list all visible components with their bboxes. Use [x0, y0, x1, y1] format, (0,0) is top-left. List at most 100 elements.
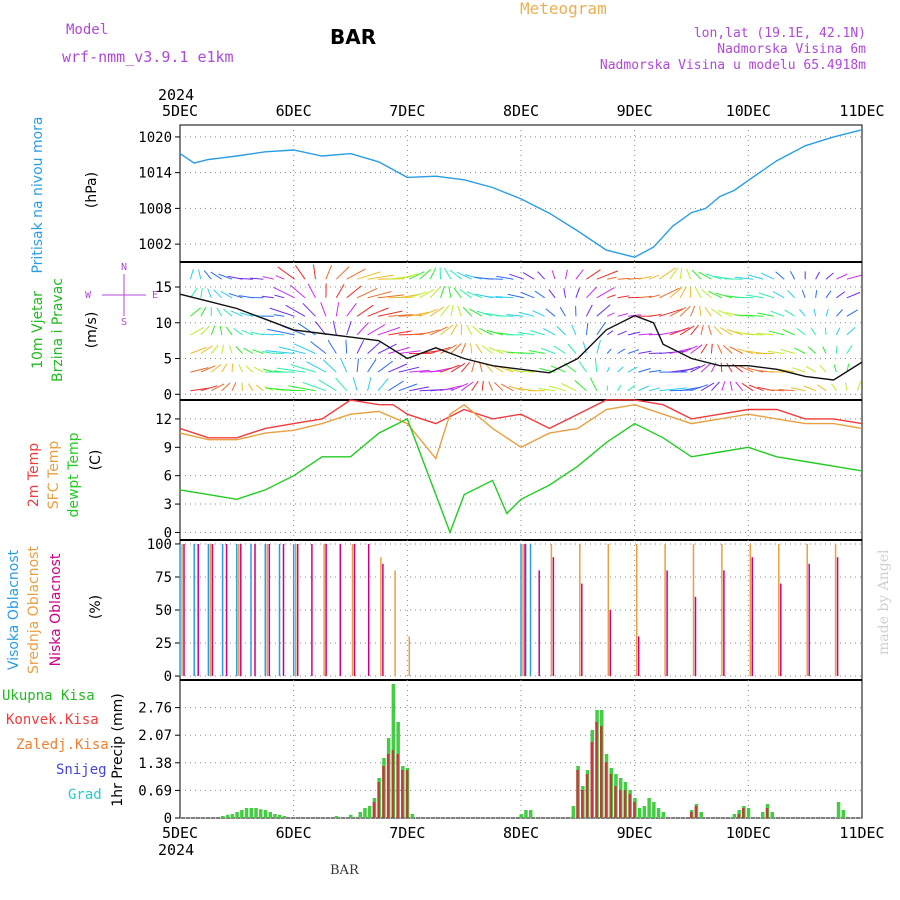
wind-arrow — [701, 289, 712, 299]
precip-conv-bar — [694, 806, 698, 818]
wind-arrow — [261, 295, 274, 299]
temp-sfc-line — [179, 403, 863, 461]
wind-arrow — [356, 339, 365, 354]
wind-arrow — [335, 377, 348, 392]
wind-arrow — [596, 321, 606, 336]
wind-arrow — [429, 306, 445, 317]
wind-arrow — [440, 324, 454, 336]
wind-arrow — [690, 384, 709, 392]
wind-arrow — [810, 327, 817, 336]
wind-arrow — [200, 325, 210, 336]
wind-arrow — [582, 341, 587, 354]
wind-arrow — [200, 288, 203, 298]
wind-arrow — [495, 296, 514, 299]
panel-grids — [175, 125, 862, 819]
precip-conv-bar — [765, 808, 769, 818]
wind-arrow — [460, 342, 467, 354]
precip-conv-bar — [609, 774, 612, 818]
bottom-tick-5DEC: 5DEC — [162, 824, 198, 842]
wind-arrow — [575, 287, 581, 298]
wind-arrow — [735, 381, 744, 392]
wind-arrow — [221, 344, 225, 354]
wind-arrow — [695, 287, 702, 299]
year-bottom: 2024 — [158, 841, 194, 859]
wind-arrow — [419, 329, 440, 336]
wind-arrow — [780, 348, 795, 354]
precip-conv-bar — [396, 754, 399, 818]
data-lines — [179, 129, 863, 535]
wind-arrow — [627, 366, 638, 373]
precip-conv-bar — [619, 790, 622, 818]
wind-arrow — [466, 291, 483, 299]
precip-snow-label: Snijeg — [56, 762, 107, 778]
wind-arrow — [356, 271, 381, 280]
wind-arrow — [398, 273, 419, 280]
precip-ytick-label-2.76: 2.76 — [138, 701, 172, 717]
wind-arrow — [241, 382, 243, 391]
wind-arrow — [607, 294, 616, 299]
wind-arrow — [545, 308, 556, 317]
wind-arrow — [231, 363, 234, 373]
wind-arrow — [585, 304, 593, 317]
wind-arrow — [255, 384, 264, 392]
wind-arrow — [496, 275, 514, 280]
wind-arrow — [228, 293, 243, 299]
bottom-tick-10DEC: 10DEC — [726, 824, 771, 842]
top-date-ticks: 5DEC 6DEC 7DEC 8DEC 9DEC 10DEC 11DEC — [162, 102, 885, 120]
wind-arrow — [638, 333, 653, 336]
precip-total-bar — [282, 816, 287, 818]
wind-arrow — [627, 277, 642, 280]
precip-total-bar — [746, 808, 751, 818]
wind-arrow — [335, 302, 340, 317]
wind-arrow — [768, 330, 785, 336]
wind-arrow — [241, 329, 254, 336]
wind-arrow — [450, 343, 462, 354]
wind-arrow — [522, 272, 535, 280]
wind-arrow — [488, 381, 494, 391]
wind-arrow — [700, 382, 715, 392]
elevation: Nadmorska Visina 6m — [717, 42, 866, 57]
precip-total-bar — [841, 810, 846, 818]
wind-arrow — [669, 306, 687, 317]
wind-arrow — [507, 293, 524, 299]
wind-arrow — [836, 273, 848, 280]
wind-arrow — [517, 352, 535, 354]
cloud-unit: (%) — [88, 595, 104, 619]
temp2m-label: 2m Temp — [26, 443, 42, 507]
wind-arrow — [213, 289, 223, 299]
wind-arrow — [494, 382, 504, 392]
wind-arrow — [738, 365, 754, 373]
cloud-bars — [179, 544, 839, 676]
wind-arrow — [476, 310, 493, 317]
wind-arrow — [617, 330, 627, 336]
wind-arrow — [409, 291, 428, 299]
precip-conv-bar — [576, 770, 579, 818]
wind-arrow — [249, 277, 264, 280]
wind-arrow — [429, 267, 437, 280]
wind-arrow — [734, 314, 754, 317]
temperature-ytick-label-12: 12 — [155, 412, 172, 428]
compass-n: N — [121, 262, 127, 273]
wind-arrow — [617, 366, 624, 373]
precip-frz-label: Zaledj.Kisa — [16, 737, 109, 753]
wind-arrow — [444, 268, 452, 280]
precip-total-bar — [519, 814, 523, 818]
wind-arrow — [367, 359, 377, 373]
wind-arrow — [846, 291, 861, 299]
wind-arrow — [367, 274, 394, 280]
wind-arrow — [450, 305, 454, 317]
lonlat: lon,lat (19.1E, 42.1N) — [694, 26, 866, 41]
wind-arrow — [729, 381, 733, 391]
precip-conv-bar — [604, 762, 608, 818]
wind-arrow — [803, 385, 816, 392]
wind-arrow — [638, 275, 652, 280]
wind-ytick-label-15: 15 — [155, 280, 172, 296]
wind-arrow — [322, 359, 337, 373]
wind-arrow — [243, 347, 254, 354]
pressure-ytick-label-1014: 1014 — [138, 166, 172, 182]
bottom-date-ticks: 5DEC 6DEC 7DEC 8DEC 9DEC 10DEC 11DEC — [162, 824, 885, 842]
wind-arrow — [335, 283, 345, 299]
wind-arrow — [713, 325, 723, 336]
precip-total-bar — [254, 808, 258, 818]
